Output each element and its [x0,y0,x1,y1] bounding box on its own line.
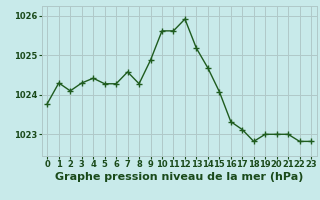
X-axis label: Graphe pression niveau de la mer (hPa): Graphe pression niveau de la mer (hPa) [55,172,303,182]
